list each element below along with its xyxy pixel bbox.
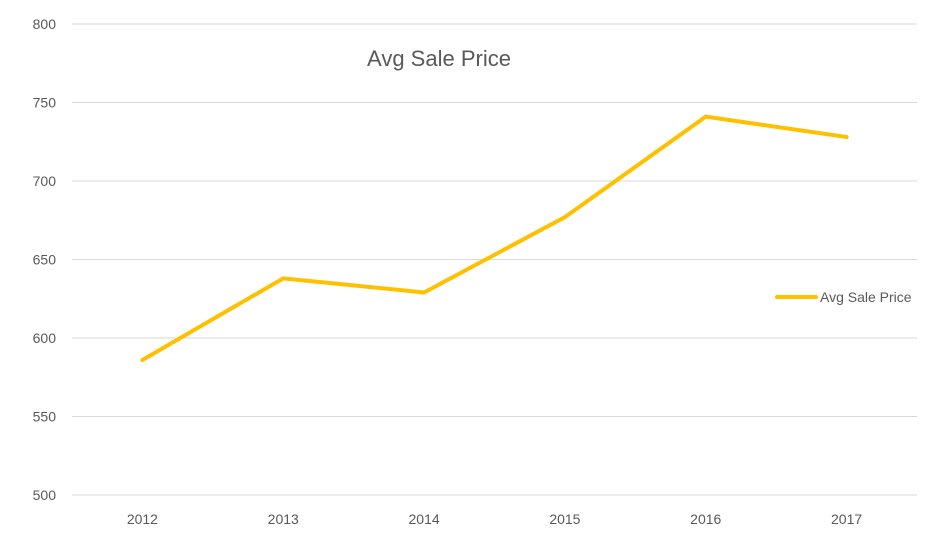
- x-tick-label: 2015: [549, 511, 580, 527]
- x-tick-label: 2013: [268, 511, 299, 527]
- legend: Avg Sale Price: [775, 289, 912, 305]
- data-point: [141, 359, 143, 361]
- x-tick-label: 2016: [690, 511, 721, 527]
- series-line: [140, 114, 849, 362]
- x-tick-label: 2012: [127, 511, 158, 527]
- data-point: [846, 136, 848, 138]
- y-tick-label: 650: [33, 252, 57, 268]
- x-axis-tick-labels: 2012 2013 2014 2015 2016 2017: [127, 511, 863, 527]
- data-point: [564, 216, 566, 218]
- y-axis-tick-labels: 500 550 600 650 700 750 800: [33, 16, 57, 503]
- data-point: [423, 291, 425, 293]
- gridlines: [72, 23, 917, 496]
- y-tick-label: 500: [33, 487, 57, 503]
- data-point: [282, 277, 284, 279]
- data-point: [705, 116, 707, 118]
- y-tick-label: 600: [33, 330, 57, 346]
- series-lines: [140, 114, 849, 362]
- y-tick-label: 550: [33, 409, 57, 425]
- x-tick-label: 2017: [831, 511, 862, 527]
- x-tick-label: 2014: [409, 511, 440, 527]
- legend-label: Avg Sale Price: [820, 289, 912, 305]
- y-tick-label: 800: [33, 16, 57, 32]
- y-tick-label: 750: [33, 95, 57, 111]
- chart-title: Avg Sale Price: [367, 46, 511, 71]
- y-tick-label: 700: [33, 173, 57, 189]
